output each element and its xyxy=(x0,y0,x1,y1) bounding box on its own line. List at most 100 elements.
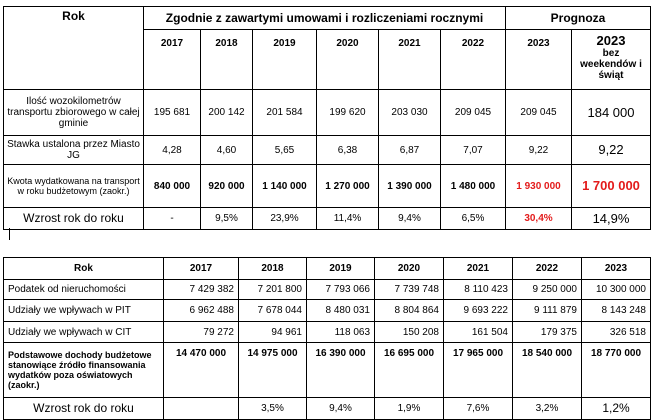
value-cell: 195 681 xyxy=(143,89,201,136)
forecast-group-header: Prognoza xyxy=(504,6,652,30)
value-cell-forecast: 14,9% xyxy=(570,207,652,230)
transport-table: Rok Zgodnie z zawartymi umowami i rozlic… xyxy=(3,6,652,230)
value-cell: 9,22 xyxy=(505,135,572,165)
value-cell: 18 540 000 xyxy=(512,342,582,398)
value-cell: 5,65 xyxy=(252,135,317,165)
year-header: 2018 xyxy=(238,257,307,280)
value-cell: 7,07 xyxy=(440,135,506,165)
value-cell: - xyxy=(143,207,201,230)
value-cell-forecast: 184 000 xyxy=(570,89,652,136)
value-cell: 9,4% xyxy=(306,397,375,420)
value-cell: 1 270 000 xyxy=(316,164,379,208)
value-cell: 17 965 000 xyxy=(443,342,513,398)
value-cell: 14 975 000 xyxy=(238,342,307,398)
value-cell: 9 250 000 xyxy=(512,279,582,300)
value-cell: 326 518 xyxy=(581,321,651,343)
year-header: 2017 xyxy=(143,29,201,90)
value-cell: 16 695 000 xyxy=(374,342,444,398)
value-cell: 6,38 xyxy=(316,135,379,165)
value-cell xyxy=(163,397,239,420)
value-cell: 79 272 xyxy=(163,321,239,343)
value-cell: 203 030 xyxy=(378,89,441,136)
value-cell: 7 201 800 xyxy=(238,279,307,300)
year-header: 2018 xyxy=(200,29,253,90)
year-header: 2020 xyxy=(374,257,444,280)
value-cell: 7 793 066 xyxy=(306,279,375,300)
year-header: 2022 xyxy=(512,257,582,280)
row-label: Udziały we wpływach w PIT xyxy=(3,299,164,322)
value-cell-forecast: 9,22 xyxy=(570,135,652,165)
value-cell: 8 804 864 xyxy=(374,299,444,322)
year-header: 2023 xyxy=(505,29,572,90)
year-header: 2021 xyxy=(378,29,441,90)
value-cell: 23,9% xyxy=(252,207,317,230)
value-cell: 199 620 xyxy=(316,89,379,136)
value-cell-highlight: 30,4% xyxy=(505,207,572,230)
value-cell: 8 480 031 xyxy=(306,299,375,322)
value-cell: 18 770 000 xyxy=(581,342,651,398)
value-cell: 209 045 xyxy=(505,89,572,136)
value-cell: 6 962 488 xyxy=(163,299,239,322)
value-cell: 1 390 000 xyxy=(378,164,441,208)
year-header: 2022 xyxy=(440,29,506,90)
value-cell: 150 208 xyxy=(374,321,444,343)
value-cell: 14 470 000 xyxy=(163,342,239,398)
value-cell: 161 504 xyxy=(443,321,513,343)
value-cell: 9 693 222 xyxy=(443,299,513,322)
year-header: 2020 xyxy=(316,29,379,90)
value-cell: 94 961 xyxy=(238,321,307,343)
value-cell: 3,2% xyxy=(512,397,582,420)
year-header-special: 2023 bez weekendów i świąt xyxy=(570,29,652,90)
value-cell: 7 429 382 xyxy=(163,279,239,300)
year-header: 2019 xyxy=(306,257,375,280)
year-special-note: bez weekendów i świąt xyxy=(580,48,642,81)
row-label: Stawka ustalona przez Miasto JG xyxy=(3,135,144,165)
value-cell: 3,5% xyxy=(238,397,307,420)
value-cell: 1,2% xyxy=(581,397,651,420)
row-label: Udziały we wpływach w CIT xyxy=(3,321,164,343)
value-cell: 8 110 423 xyxy=(443,279,513,300)
row-label: Podstawowe dochody budżetowe stanowiące … xyxy=(3,342,164,398)
value-cell: 9 111 879 xyxy=(512,299,582,322)
rok-header: Rok xyxy=(3,257,164,280)
year-special-year: 2023 xyxy=(596,33,626,48)
row-label: Wzrost rok do roku xyxy=(3,397,164,420)
value-cell: 9,5% xyxy=(200,207,253,230)
value-cell: 10 300 000 xyxy=(581,279,651,300)
row-label: Kwota wydatkowana na transport w roku bu… xyxy=(3,164,144,208)
value-cell: 1 140 000 xyxy=(252,164,317,208)
value-cell: 209 045 xyxy=(440,89,506,136)
year-header: 2023 xyxy=(581,257,651,280)
value-cell: 6,87 xyxy=(378,135,441,165)
row-label: Ilość wozokilometrów transportu zbiorowe… xyxy=(3,89,144,136)
value-cell: 4,28 xyxy=(143,135,201,165)
year-header: 2017 xyxy=(163,257,239,280)
value-cell: 1 480 000 xyxy=(440,164,506,208)
value-cell: 201 584 xyxy=(252,89,317,136)
value-cell: 11,4% xyxy=(316,207,379,230)
value-cell: 7 739 748 xyxy=(374,279,444,300)
value-cell: 6,5% xyxy=(440,207,506,230)
contracts-group-header: Zgodnie z zawartymi umowami i rozliczeni… xyxy=(143,6,506,30)
value-cell: 200 142 xyxy=(200,89,253,136)
year-header: 2021 xyxy=(443,257,513,280)
value-cell: 16 390 000 xyxy=(306,342,375,398)
value-cell: 920 000 xyxy=(200,164,253,208)
value-cell: 118 063 xyxy=(306,321,375,343)
row-label: Podatek od nieruchomości xyxy=(3,279,164,300)
value-cell: 840 000 xyxy=(143,164,201,208)
text-cursor xyxy=(9,228,10,240)
value-cell-highlight: 1 930 000 xyxy=(505,164,572,208)
value-cell: 7,6% xyxy=(443,397,513,420)
value-cell: 7 678 044 xyxy=(238,299,307,322)
value-cell: 8 143 248 xyxy=(581,299,651,322)
value-cell: 1,9% xyxy=(374,397,444,420)
value-cell-forecast-highlight: 1 700 000 xyxy=(570,164,652,208)
value-cell: 9,4% xyxy=(378,207,441,230)
revenue-table: Rok 2017 2018 2019 2020 2021 2022 2023 P… xyxy=(3,257,651,420)
rok-header: Rok xyxy=(3,6,144,90)
year-header: 2019 xyxy=(252,29,317,90)
value-cell: 4,60 xyxy=(200,135,253,165)
row-label: Wzrost rok do roku xyxy=(3,207,144,230)
value-cell: 179 375 xyxy=(512,321,582,343)
